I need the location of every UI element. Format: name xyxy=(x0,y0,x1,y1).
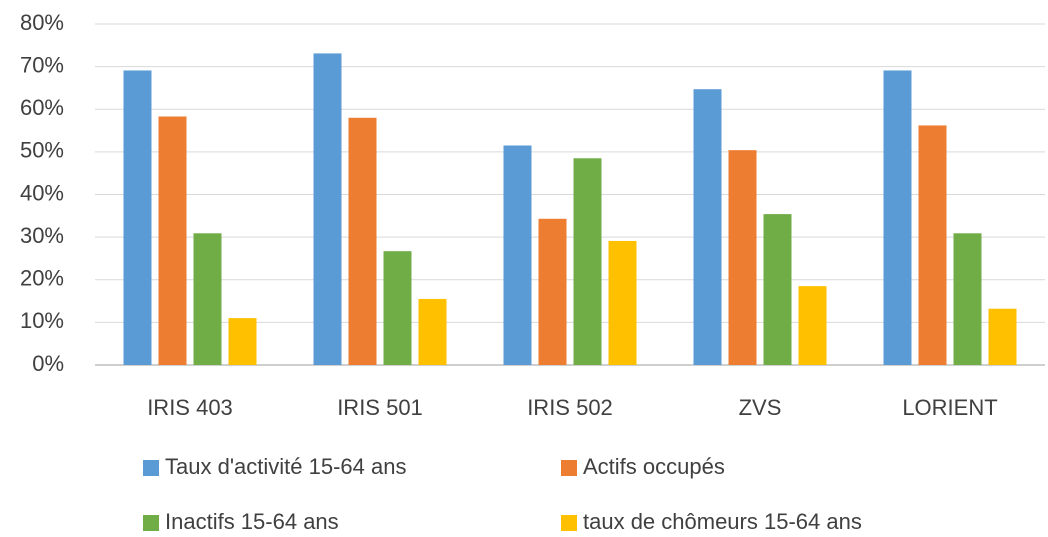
bar xyxy=(313,53,342,365)
legend-swatch xyxy=(143,460,159,476)
bar xyxy=(883,70,912,366)
bar xyxy=(798,286,827,365)
bar xyxy=(193,233,222,365)
bar xyxy=(693,89,722,365)
bar xyxy=(348,117,377,366)
bar xyxy=(728,150,757,365)
y-tick-label: 20% xyxy=(20,266,64,291)
bar xyxy=(573,158,602,365)
legend-label: taux de chômeurs 15-64 ans xyxy=(583,509,862,534)
bar xyxy=(988,308,1017,365)
legend-label: Inactifs 15-64 ans xyxy=(165,509,339,534)
y-tick-label: 50% xyxy=(20,138,64,163)
y-tick-label: 70% xyxy=(20,52,64,77)
bar xyxy=(608,240,637,365)
bar xyxy=(503,145,532,365)
x-tick-label: IRIS 501 xyxy=(337,395,423,420)
legend-label: Actifs occupés xyxy=(583,454,725,479)
x-tick-label: IRIS 403 xyxy=(147,395,233,420)
y-tick-label: 10% xyxy=(20,308,64,333)
y-tick-label: 60% xyxy=(20,95,64,120)
y-tick-label: 40% xyxy=(20,180,64,205)
x-tick-label: LORIENT xyxy=(902,395,997,420)
x-tick-label: IRIS 502 xyxy=(527,395,613,420)
bar xyxy=(953,233,982,365)
bar xyxy=(918,125,947,365)
legend-swatch xyxy=(561,515,577,531)
y-tick-label: 0% xyxy=(32,351,64,376)
legend-swatch xyxy=(561,460,577,476)
bar xyxy=(763,214,792,365)
y-tick-label: 80% xyxy=(20,10,64,35)
bar xyxy=(383,251,412,365)
bar xyxy=(123,70,152,366)
x-tick-label: ZVS xyxy=(739,395,782,420)
bar xyxy=(538,218,567,365)
legend-swatch xyxy=(143,515,159,531)
bar xyxy=(418,298,447,365)
y-tick-label: 30% xyxy=(20,223,64,248)
bar xyxy=(228,318,257,365)
bar xyxy=(158,116,187,365)
legend-label: Taux d'activité 15-64 ans xyxy=(165,454,406,479)
